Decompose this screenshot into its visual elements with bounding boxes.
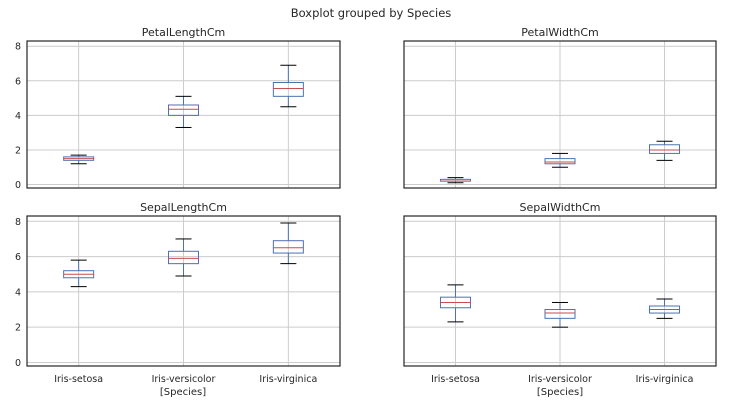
box-iris-setosa [439, 177, 471, 184]
iqr-box [544, 158, 576, 165]
box-iris-setosa [63, 259, 95, 288]
axes-frame [26, 40, 341, 189]
panel-sepalwidthcm: Iris-setosa Iris-versicolor Iris-virginica… [403, 201, 717, 385]
panel-title: SepalLengthCm [140, 201, 227, 214]
iqr-box [272, 82, 304, 97]
y-tick-label: 6 [15, 252, 21, 263]
y-tick-label: 8 [15, 217, 21, 228]
panels-group: 0 2 4 6 8 PetalLengthCm PetalWidthCm 0 2 4 6 8 Iris-… [15, 26, 717, 385]
iqr-box [272, 240, 304, 254]
x-tick-label: Iris-versicolor [528, 374, 592, 385]
axes-frame [403, 215, 717, 367]
iqr-box [168, 104, 199, 116]
x-tick-label: Iris-setosa [431, 374, 480, 385]
iqr-box [168, 250, 199, 265]
y-tick-label: 6 [15, 76, 21, 87]
y-tick-label: 0 [15, 180, 21, 191]
y-tick-label: 2 [15, 145, 21, 156]
iqr-box [649, 144, 681, 154]
y-tick-label: 2 [15, 323, 21, 334]
x-tick-label: Iris-virginica [636, 374, 694, 385]
y-tick-label: 0 [15, 358, 21, 369]
xlabel-left: [Species] [160, 387, 206, 398]
box-iris-virginica [649, 298, 681, 319]
iqr-box [544, 309, 576, 319]
x-tick-label: Iris-setosa [54, 374, 103, 385]
panel-title: PetalWidthCm [521, 26, 598, 39]
box-iris-versicolor [168, 95, 199, 128]
panel-sepallengthcm: 0 2 4 6 8 Iris-setosa Iris-versicolor Iris-virg… [15, 201, 341, 385]
panel-petalwidthcm: PetalWidthCm [403, 26, 717, 189]
x-tick-label: Iris-virginica [259, 374, 317, 385]
panel-petallengthcm: 0 2 4 6 8 PetalLengthCm [15, 26, 341, 191]
box-iris-setosa [63, 154, 95, 165]
axes-frame [403, 40, 717, 189]
box-iris-virginica [272, 222, 304, 265]
box-iris-versicolor [168, 238, 199, 277]
box-iris-virginica [272, 64, 304, 108]
box-iris-virginica [649, 140, 681, 161]
box-iris-versicolor [544, 301, 576, 328]
y-tick-label: 8 [15, 42, 21, 53]
y-tick-label: 4 [15, 111, 21, 122]
panel-title: SepalWidthCm [520, 201, 601, 214]
box-iris-versicolor [544, 152, 576, 168]
panel-title: PetalLengthCm [142, 26, 225, 39]
axes-frame [26, 215, 341, 367]
x-tick-label: Iris-versicolor [152, 374, 216, 385]
box-iris-setosa [439, 284, 471, 323]
y-tick-label: 4 [15, 287, 21, 298]
xlabel-right: [Species] [537, 387, 583, 398]
figure-suptitle: Boxplot grouped by Species [291, 6, 452, 20]
